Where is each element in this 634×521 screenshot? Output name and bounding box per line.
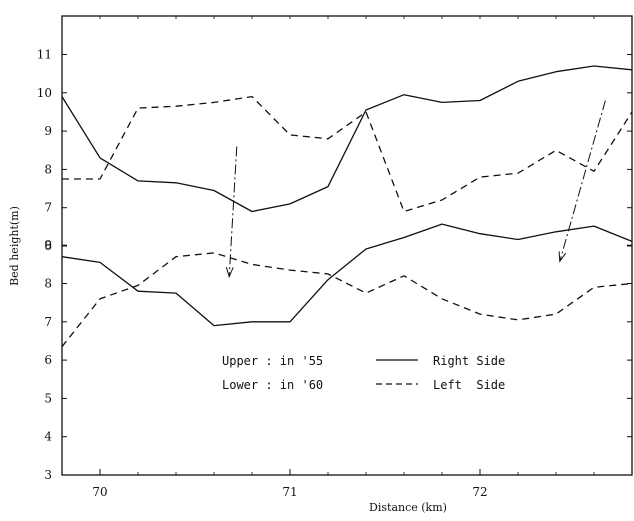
- y-tick-label: 7: [44, 201, 52, 215]
- lower-right-side-line: [61, 223, 633, 327]
- lower-left-side-line: [61, 252, 633, 348]
- shift-arrow-head-1: [225, 266, 234, 279]
- y-tick-label: 6: [44, 239, 52, 253]
- y-tick-label: 3: [44, 468, 52, 482]
- y-tick-label: 9: [44, 124, 52, 138]
- y-tick-label: 6: [44, 353, 52, 367]
- legend-period-upper: Upper : in '55: [222, 354, 323, 368]
- plot-frame: [61, 15, 633, 476]
- x-tick-label: 72: [472, 485, 487, 499]
- shift-arrow-head-2: [558, 251, 567, 263]
- legend-period-lower: Lower : in '60: [222, 378, 323, 392]
- y-tick-label: 4: [44, 430, 52, 444]
- y-tick-label: 10: [37, 86, 52, 100]
- arrow-group: [225, 100, 606, 279]
- shift-arrow-1: [228, 146, 238, 277]
- x-tick-label: 71: [282, 485, 297, 499]
- y-tick-label: 8: [44, 162, 52, 176]
- y-tick-label: 7: [44, 315, 52, 329]
- series-group: [61, 65, 633, 348]
- x-tick-group: 70 71 72: [61, 16, 633, 499]
- y-tick-label: 8: [44, 277, 52, 291]
- x-axis-title: Distance (km): [369, 501, 447, 514]
- legend-label-right-side: Right Side: [433, 354, 505, 368]
- x-tick-label: 70: [92, 485, 107, 499]
- y-tick-label: 11: [37, 48, 52, 62]
- y-tick-label: 9: [44, 238, 52, 252]
- upper-right-side-line: [61, 65, 633, 213]
- upper-left-side-line: [62, 95, 633, 213]
- shift-arrow-2: [559, 100, 606, 262]
- legend-label-left-side: Left Side: [433, 378, 505, 392]
- legend: Upper : in '55 Lower : in '60 Right Side…: [222, 354, 505, 392]
- y-tick-label: 5: [44, 391, 52, 405]
- y-axis-title: Bed height(m): [8, 206, 21, 286]
